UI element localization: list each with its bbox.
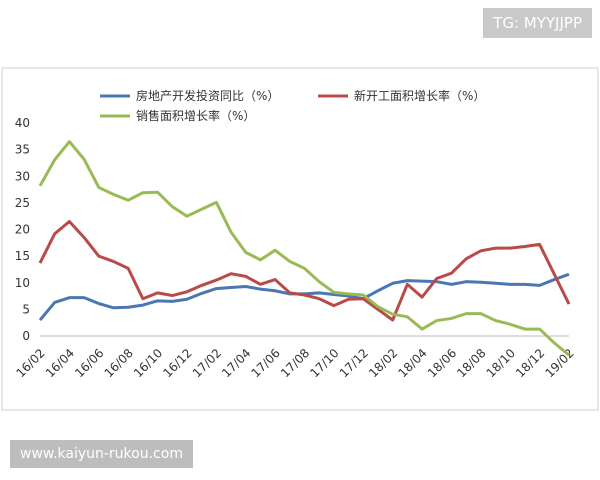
series-line: [38, 272, 570, 321]
y-tick-label: 15: [15, 249, 30, 263]
x-tick-label: 18/10: [484, 346, 518, 380]
x-tick-label: 16/06: [72, 346, 106, 380]
y-tick-label: 25: [15, 196, 30, 210]
x-tick-label: 18/06: [425, 346, 459, 380]
x-tick-label: 16/10: [131, 346, 165, 380]
x-tick-label: 17/04: [219, 346, 253, 380]
x-tick-label: 18/12: [513, 346, 547, 380]
x-tick-label: 18/08: [454, 346, 488, 380]
legend-label: 房地产开发投资同比（%）: [136, 88, 279, 103]
footer: www.kaiyun-rukou.com: [10, 440, 193, 468]
x-tick-label: 17/10: [307, 346, 341, 380]
y-tick-label: 10: [15, 276, 30, 290]
x-tick-label: 17/06: [249, 346, 283, 380]
x-tick-label: 16/02: [13, 346, 47, 380]
legend-label: 销售面积增长率（%）: [136, 108, 255, 123]
watermark: TG: MYYJJPP: [483, 8, 592, 38]
y-tick-label: 0: [22, 329, 30, 343]
series-line: [38, 140, 570, 357]
y-tick-label: 5: [22, 302, 30, 316]
y-tick-label: 35: [15, 143, 30, 157]
x-tick-label: 16/12: [160, 346, 194, 380]
x-tick-label: 19/02: [542, 346, 576, 380]
legend-label: 新开工面积增长率（%）: [354, 88, 485, 103]
y-tick-label: 40: [15, 116, 30, 130]
x-tick-label: 18/02: [366, 346, 400, 380]
x-tick-label: 18/04: [395, 346, 429, 380]
x-tick-label: 16/08: [102, 346, 136, 380]
x-tick-label: 17/08: [278, 346, 312, 380]
x-tick-label: 16/04: [43, 346, 77, 380]
series-line: [38, 220, 571, 322]
y-tick-label: 30: [15, 169, 30, 183]
y-tick-label: 20: [15, 223, 30, 237]
chart-frame: [1, 67, 599, 411]
x-tick-label: 17/02: [190, 346, 224, 380]
x-tick-label: 17/12: [337, 346, 371, 380]
